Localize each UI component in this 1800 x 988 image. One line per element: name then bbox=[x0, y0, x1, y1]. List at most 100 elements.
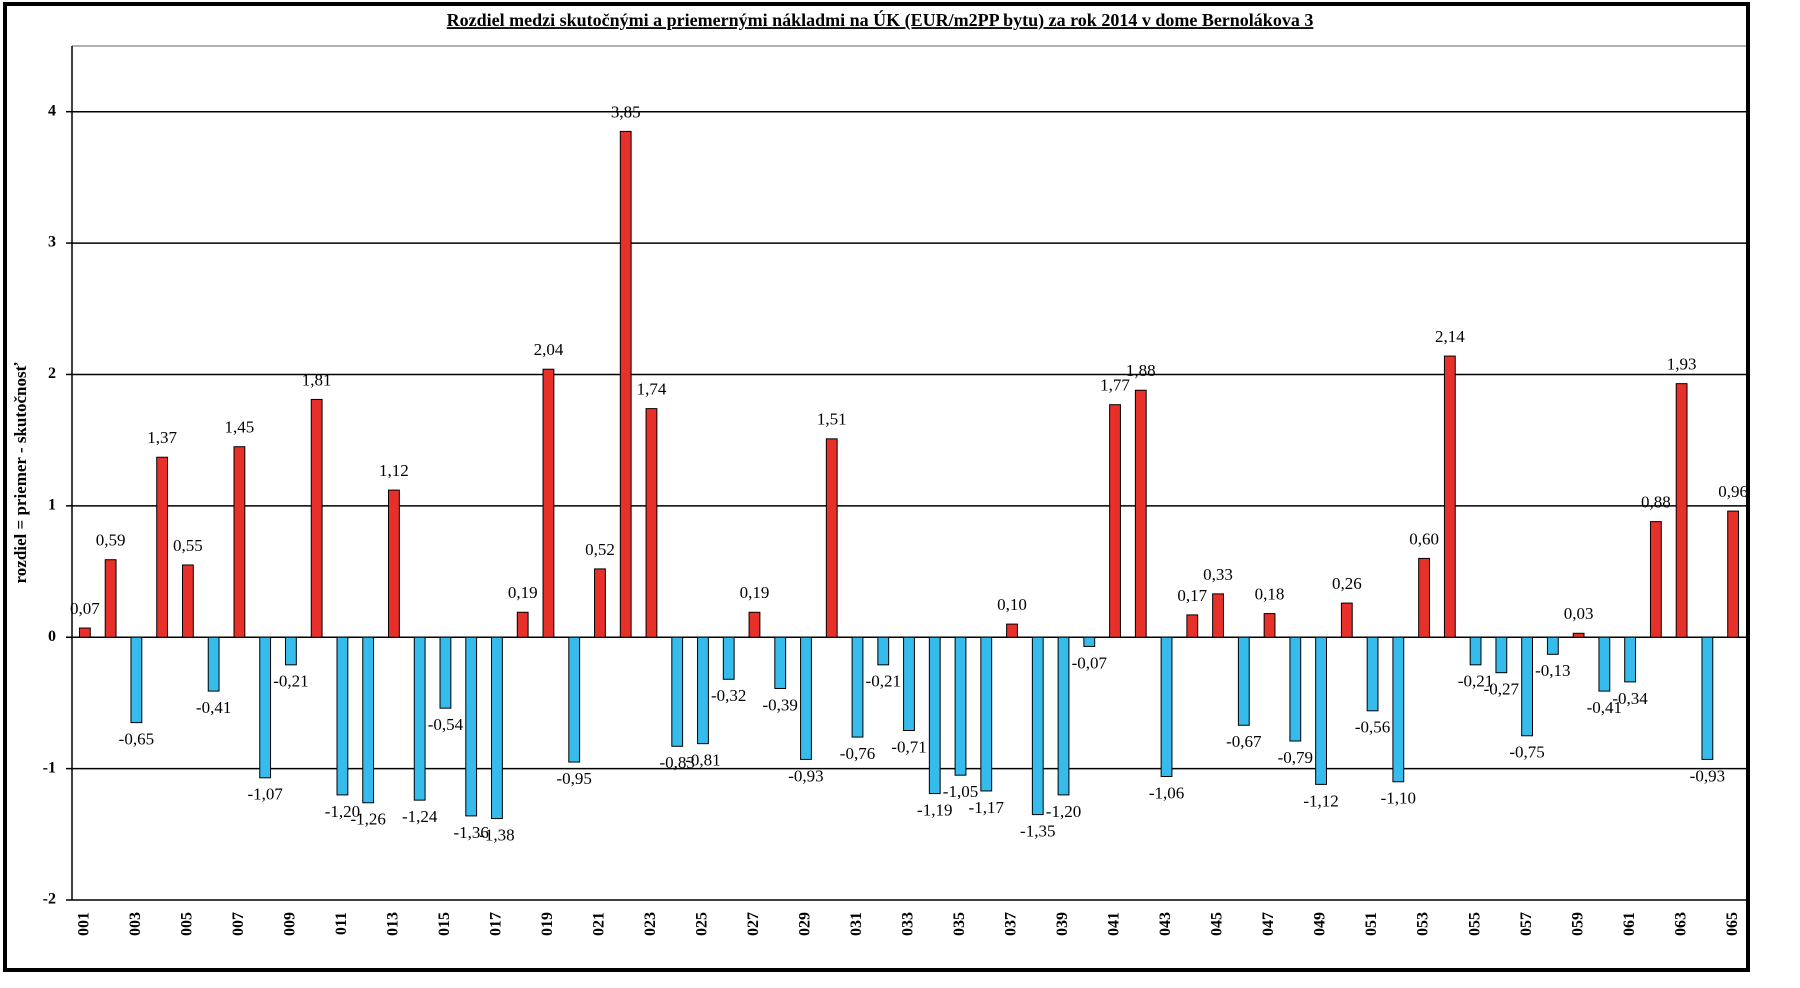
data-label: 0,03 bbox=[1564, 604, 1594, 623]
bar bbox=[104, 559, 117, 638]
data-label: 2,14 bbox=[1435, 327, 1465, 346]
bar bbox=[1443, 355, 1456, 638]
data-label: 0,96 bbox=[1718, 482, 1748, 501]
y-tick-label: 1 bbox=[48, 497, 56, 514]
data-label: 0,60 bbox=[1409, 529, 1439, 548]
x-tick-label: 039 bbox=[1054, 912, 1071, 936]
x-tick-label: 025 bbox=[694, 912, 711, 936]
data-label: -0,75 bbox=[1509, 743, 1544, 762]
x-tick-label: 041 bbox=[1106, 912, 1123, 936]
bar bbox=[1546, 636, 1559, 655]
data-label: 1,51 bbox=[817, 410, 847, 429]
bar bbox=[439, 636, 452, 709]
data-label: 0,17 bbox=[1177, 586, 1207, 605]
x-tick-label: 061 bbox=[1621, 912, 1638, 936]
bar bbox=[980, 636, 993, 792]
x-tick-label: 003 bbox=[127, 912, 144, 936]
data-label: -1,05 bbox=[943, 782, 978, 801]
data-label: 1,37 bbox=[147, 428, 177, 447]
bar bbox=[722, 636, 735, 680]
data-label: -1,19 bbox=[917, 800, 952, 819]
bar bbox=[1160, 636, 1173, 777]
data-label: -0,27 bbox=[1484, 680, 1520, 699]
data-label: -0,21 bbox=[866, 672, 901, 691]
bar bbox=[1006, 623, 1018, 638]
data-label: 0,52 bbox=[585, 540, 615, 559]
data-label: -0,71 bbox=[891, 737, 926, 756]
bar bbox=[1212, 593, 1224, 638]
y-tick-label: 2 bbox=[48, 365, 56, 382]
data-label: 1,12 bbox=[379, 461, 409, 480]
bar bbox=[516, 611, 529, 638]
bar bbox=[233, 446, 246, 638]
bar bbox=[1469, 636, 1482, 666]
bar bbox=[413, 636, 426, 801]
bar bbox=[156, 456, 169, 638]
bar bbox=[1572, 632, 1585, 638]
x-tick-label: 029 bbox=[797, 912, 814, 936]
data-label: -0,67 bbox=[1226, 732, 1262, 751]
bar bbox=[1675, 383, 1688, 638]
y-tick-label: -2 bbox=[43, 891, 56, 908]
data-label: -0,41 bbox=[196, 698, 231, 717]
x-tick-label: 031 bbox=[848, 912, 865, 936]
data-label: -0,13 bbox=[1535, 661, 1570, 680]
bar bbox=[1263, 613, 1276, 638]
bar bbox=[1392, 636, 1405, 783]
x-tick-label: 015 bbox=[436, 912, 453, 936]
data-label: 0,10 bbox=[997, 595, 1027, 614]
bar bbox=[78, 627, 91, 638]
data-label: 3,85 bbox=[611, 102, 641, 121]
bar bbox=[491, 636, 503, 820]
data-label: -0,93 bbox=[1690, 766, 1725, 785]
bar bbox=[1031, 636, 1044, 816]
bar bbox=[800, 636, 812, 760]
data-label: -0,21 bbox=[1458, 672, 1493, 691]
bar bbox=[697, 636, 709, 745]
chart-title: Rozdiel medzi skutočnými a priemernými n… bbox=[447, 9, 1314, 31]
x-tick-label: 013 bbox=[385, 912, 402, 936]
data-label: -1,26 bbox=[350, 810, 385, 829]
chart-frame bbox=[3, 2, 1750, 972]
data-label: -0,76 bbox=[840, 744, 875, 763]
x-tick-label: 043 bbox=[1157, 912, 1174, 936]
x-tick-label: 055 bbox=[1466, 912, 1483, 936]
x-tick-label: 007 bbox=[230, 912, 247, 936]
bar bbox=[1495, 636, 1508, 674]
x-tick-label: 065 bbox=[1724, 912, 1741, 936]
bar bbox=[310, 398, 323, 638]
bar bbox=[181, 564, 194, 638]
bar bbox=[928, 636, 941, 795]
bar bbox=[903, 636, 915, 732]
x-tick-label: 019 bbox=[539, 912, 556, 936]
data-label: -0,41 bbox=[1587, 698, 1622, 717]
x-tick-label: 035 bbox=[951, 912, 968, 936]
data-label: -1,35 bbox=[1020, 822, 1055, 841]
bar bbox=[259, 636, 272, 779]
bar bbox=[1366, 636, 1379, 712]
data-label: -0,34 bbox=[1612, 689, 1648, 708]
data-label: 0,26 bbox=[1332, 574, 1362, 593]
data-label: 1,88 bbox=[1126, 361, 1156, 380]
data-label: 0,59 bbox=[96, 531, 126, 550]
bar bbox=[851, 636, 864, 738]
x-tick-label: 045 bbox=[1209, 912, 1226, 936]
data-label: -1,06 bbox=[1149, 783, 1184, 802]
bar bbox=[1109, 404, 1121, 638]
bar bbox=[465, 636, 478, 817]
y-tick-label: -1 bbox=[43, 759, 56, 776]
x-tick-label: 047 bbox=[1260, 912, 1277, 936]
data-label: -1,17 bbox=[969, 798, 1005, 817]
data-label: 0,18 bbox=[1255, 584, 1285, 603]
bar bbox=[1186, 614, 1199, 638]
x-tick-label: 023 bbox=[642, 912, 659, 936]
data-label: -0,21 bbox=[273, 672, 308, 691]
data-label: -0,54 bbox=[428, 715, 464, 734]
data-label: -1,07 bbox=[247, 785, 283, 804]
bar bbox=[362, 636, 375, 804]
bar bbox=[130, 636, 143, 724]
y-tick-label: 3 bbox=[48, 234, 56, 251]
x-tick-label: 037 bbox=[1003, 912, 1020, 936]
x-tick-label: 053 bbox=[1415, 912, 1432, 936]
